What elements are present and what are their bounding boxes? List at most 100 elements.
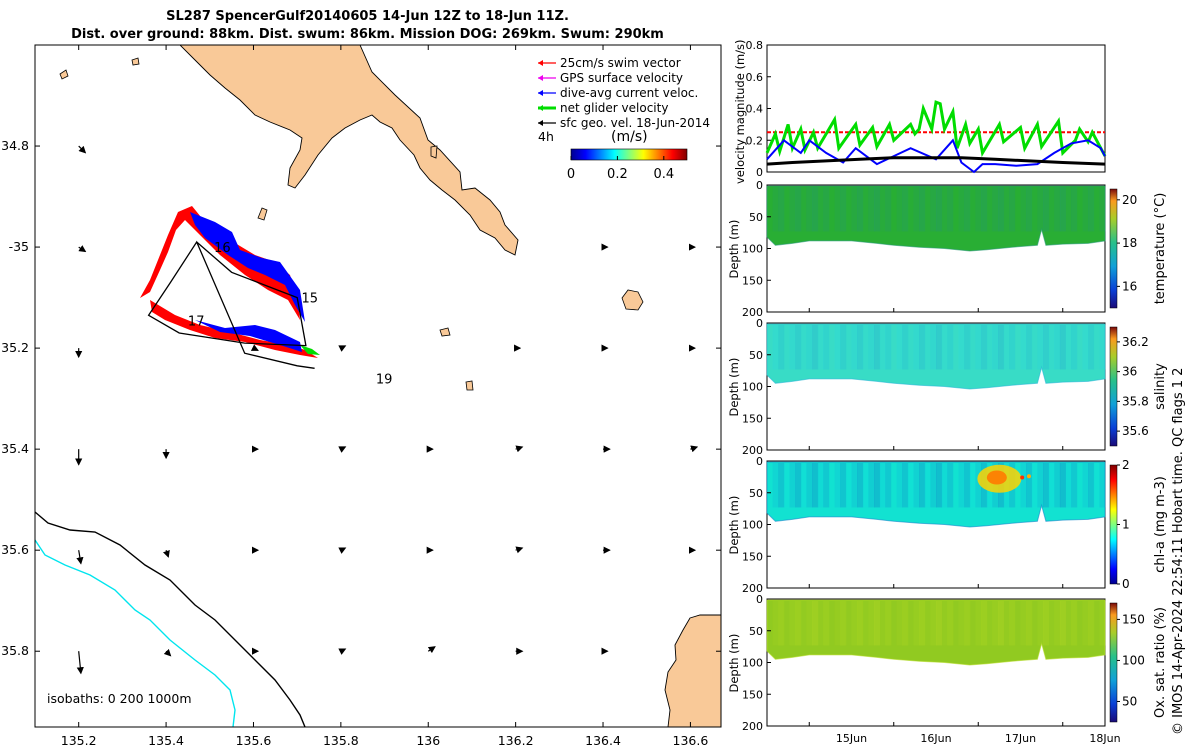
oxygen-column <box>1014 601 1021 646</box>
salinity-column <box>896 325 903 370</box>
map-y-tick-label: 34.8 <box>1 138 29 153</box>
temperature-column <box>1009 187 1016 232</box>
oxygen-column <box>1065 601 1072 646</box>
oxygen-column <box>902 601 909 646</box>
oxygen-y-tick-label: 0 <box>756 593 763 606</box>
chla-column <box>947 463 954 508</box>
salinity-column <box>1099 325 1106 370</box>
salinity-column <box>783 325 790 370</box>
salinity-colorbar-tick-label: 36.2 <box>1122 335 1149 349</box>
temperature-column <box>806 187 813 232</box>
salinity-column <box>930 325 937 370</box>
salinity-y-tick-label: 0 <box>756 317 763 330</box>
chla-colorbar-tick-label: 0 <box>1122 577 1130 591</box>
temperature-column <box>874 187 881 232</box>
day-tick-label: 16Jun <box>920 732 951 745</box>
oxygen-colorbar-tick-label: 150 <box>1122 612 1145 626</box>
salinity-column <box>981 325 988 370</box>
map-panel: 16 15 17 19 135.2 135.4 135.6 135.8 136 136.2 136… <box>1 44 722 748</box>
oxygen-column <box>1003 601 1010 646</box>
chla-column <box>958 463 965 508</box>
section-panel-salinity: 0 50 100 150 200 Depth (m) 35.6 35.8 36 36.2 salin… <box>727 317 1168 457</box>
salinity-column <box>1020 325 1027 370</box>
temperature-column <box>789 187 796 232</box>
land-peninsula <box>179 45 519 256</box>
temperature-column <box>952 187 959 232</box>
salinity-column <box>862 325 869 370</box>
legend-label: net glider velocity <box>560 101 668 115</box>
salinity-column <box>986 325 993 370</box>
section-panel-chla: 0 50 100 150 200 Depth (m) 0 1 2 chl-a (mg m-3) <box>727 455 1168 595</box>
temperature-column <box>1065 187 1072 232</box>
oxygen-column <box>1099 601 1106 646</box>
temperature-y-tick-label: 150 <box>742 274 763 287</box>
temperature-column <box>817 187 824 232</box>
oxygen-column <box>969 601 976 646</box>
temperature-colorbar-tick-label: 16 <box>1122 279 1137 293</box>
map-colorbar-ticks: 0 0.2 0.4 <box>567 156 674 182</box>
chla-column <box>772 463 779 508</box>
temperature-column <box>986 187 993 232</box>
salinity-column <box>829 325 836 370</box>
temperature-column <box>1088 187 1095 232</box>
map-y-tick-label: 35.2 <box>1 340 29 355</box>
chla-column <box>1082 463 1089 508</box>
temperature-column <box>862 187 869 232</box>
temperature-column <box>1020 187 1027 232</box>
salinity-column <box>1065 325 1072 370</box>
chla-column <box>862 463 869 508</box>
velocity-ylabel: velocity magnitude (m/s) <box>733 39 747 184</box>
salinity-column <box>812 325 819 370</box>
chla-colorbar-tick-label: 2 <box>1122 458 1130 472</box>
oxygen-column <box>1093 601 1100 646</box>
oxygen-column <box>1031 601 1038 646</box>
temperature-column <box>1054 187 1061 232</box>
chla-column <box>890 463 897 508</box>
chla-colorbar <box>1109 464 1118 585</box>
salinity-data-field <box>767 324 1105 389</box>
isobath-200m <box>35 539 236 727</box>
oxygen-colorbar-tick-label: 100 <box>1122 653 1145 667</box>
temperature-column <box>879 187 886 232</box>
chla-column <box>834 463 841 508</box>
salinity-column <box>834 325 841 370</box>
temperature-column <box>845 187 852 232</box>
temperature-column <box>1099 187 1106 232</box>
chla-column <box>952 463 959 508</box>
chla-column <box>851 463 858 508</box>
imos-credit: © IMOS 14-Apr-2024 22:54:11 Hobart time.… <box>1171 367 1186 735</box>
oxygen-column <box>998 601 1005 646</box>
oxygen-column <box>1054 601 1061 646</box>
isobath-note: isobaths: 0 200 1000m <box>47 691 192 706</box>
chla-y-tick-label: 50 <box>749 487 763 500</box>
net-velocity-tip <box>300 345 320 355</box>
sfc-vector-5 <box>76 651 84 675</box>
temperature-column <box>800 187 807 232</box>
oxygen-column <box>812 601 819 646</box>
day-label-19: 19 <box>376 372 393 387</box>
salinity-column <box>1009 325 1016 370</box>
chla-column <box>789 463 796 508</box>
temperature-column <box>902 187 909 232</box>
oxygen-column <box>1059 601 1066 646</box>
map-x-tick-label: 136.2 <box>498 733 534 748</box>
oxygen-column <box>930 601 937 646</box>
chla-column <box>800 463 807 508</box>
temperature-y-tick-label: 200 <box>742 306 763 319</box>
temperature-column <box>834 187 841 232</box>
chla-column <box>941 463 948 508</box>
salinity-column <box>998 325 1005 370</box>
temperature-column <box>783 187 790 232</box>
salinity-y-tick-label: 50 <box>749 349 763 362</box>
salinity-column <box>919 325 926 370</box>
legend-swatch-head <box>538 75 543 81</box>
temperature-column <box>981 187 988 232</box>
oxygen-column <box>834 601 841 646</box>
temperature-column <box>919 187 926 232</box>
chla-column <box>868 463 875 508</box>
salinity-column <box>879 325 886 370</box>
map-y-tick-label: 35.8 <box>1 643 29 658</box>
temperature-column <box>941 187 948 232</box>
temperature-colorbar-tick-label: 20 <box>1122 193 1137 207</box>
oxygen-data-field <box>767 600 1105 665</box>
